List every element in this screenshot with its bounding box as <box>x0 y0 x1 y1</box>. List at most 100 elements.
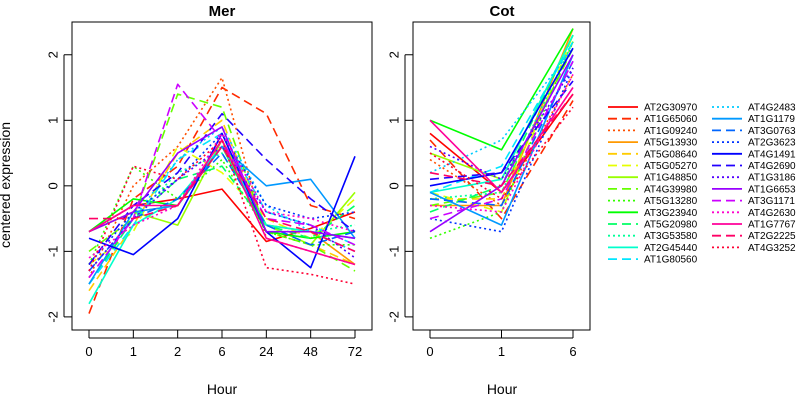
mer-series-at4g3252 <box>88 139 356 285</box>
cot-series-at2g2225 <box>429 93 574 187</box>
legend-item: AT1G65060 <box>608 114 698 125</box>
legend-item: AT4G3252 <box>712 243 796 254</box>
cot-y-tick-label: 2 <box>386 51 401 58</box>
legend-label: AT1G6653 <box>748 184 796 195</box>
mer-x-tick-label: 24 <box>259 344 273 359</box>
legend-label: AT1G48850 <box>644 173 698 184</box>
mer-series-at1g48850 <box>88 139 356 246</box>
legend-label: AT4G2690 <box>748 161 796 172</box>
legend-label: AT4G1491 <box>748 149 796 160</box>
cot-plot-area: 0 1 6 -2 -1 0 1 2 <box>386 21 591 359</box>
legend-label: AT5G08640 <box>644 149 698 160</box>
cot-series-at5g13280 <box>429 41 574 240</box>
legend-item: AT1G48850 <box>608 173 698 184</box>
legend-item: AT4G39980 <box>608 184 698 195</box>
cot-series-at1g80560 <box>429 41 574 194</box>
cot-series-at1g1179 <box>429 54 574 226</box>
legend-item: AT3G1171 <box>712 196 795 207</box>
mer-series-at1g7767 <box>88 139 356 266</box>
legend-item: AT2G3623 <box>712 138 796 149</box>
cot-y-tick-label: 0 <box>386 182 401 189</box>
legend-item: AT3G53580 <box>608 231 698 242</box>
cot-y-tick-label: -2 <box>386 311 401 323</box>
legend-label: AT4G39980 <box>644 184 698 195</box>
mer-series-at2g2225 <box>89 145 356 253</box>
mer-y-tick-label: -1 <box>45 246 60 258</box>
legend-label: AT3G23940 <box>644 208 698 219</box>
mer-y-tick-label: 2 <box>45 51 60 58</box>
cot-series-at1g65060 <box>429 100 574 220</box>
legend-label: AT3G53580 <box>644 231 698 242</box>
legend-label: AT1G3186 <box>748 173 796 184</box>
legend-item: AT2G2225 <box>712 231 796 242</box>
legend-label: AT5G20980 <box>644 220 698 231</box>
legend-item: AT4G2630 <box>712 208 796 219</box>
mer-x-tick-label: 48 <box>303 344 317 359</box>
mer-x-tick-label: 1 <box>130 344 137 359</box>
mer-plot-area: 0 1 2 6 24 48 72 -2 -1 0 1 2 <box>45 21 373 359</box>
legend-item: AT4G2483 <box>712 103 796 114</box>
legend-item: AT1G80560 <box>608 255 698 266</box>
legend-label: AT1G80560 <box>644 255 698 266</box>
mer-series-at5g05270 <box>88 145 356 266</box>
legend-item: AT1G3186 <box>712 173 796 184</box>
cot-x-tick-label: 0 <box>426 344 433 359</box>
cot-y-tick-label: -1 <box>386 246 401 258</box>
legend-item: AT1G09240 <box>608 126 698 137</box>
cot-series-at2g45440 <box>429 34 574 194</box>
mer-x-tick-label: 72 <box>348 344 362 359</box>
legend-item: AT3G0763 <box>712 126 796 137</box>
cot-series-at1g3186 <box>429 67 574 181</box>
legend-label: AT1G09240 <box>644 126 698 137</box>
cot-series-at4g2483 <box>429 47 574 174</box>
legend-label: AT4G2483 <box>748 103 796 114</box>
mer-x-tick-label: 6 <box>218 344 225 359</box>
legend-label: AT3G0763 <box>748 126 796 137</box>
mer-x-axis-label: Hour <box>207 381 238 397</box>
cot-series-at1g7767 <box>429 87 574 194</box>
cot-series-at3g23940 <box>429 28 574 151</box>
mer-panel-title: Mer <box>209 3 236 20</box>
mer-series-at5g20980 <box>88 165 356 285</box>
mer-panel: Mer 0 1 2 6 24 48 72 -2 -1 0 1 2 Hour <box>45 3 373 397</box>
legend-label: AT1G7767 <box>748 220 796 231</box>
cot-plot-frame <box>412 21 591 331</box>
legend-label: AT2G2225 <box>748 231 796 242</box>
legend-label: AT5G05270 <box>644 161 698 172</box>
legend-label: AT4G3252 <box>748 243 796 254</box>
legend-item: AT2G30970 <box>608 103 698 114</box>
mer-y-tick-label: -2 <box>45 311 60 323</box>
legend-item: AT3G23940 <box>608 208 698 219</box>
legend-item: AT4G2690 <box>712 161 796 172</box>
cot-x-tick-label: 6 <box>569 344 576 359</box>
cot-x-tick-label: 1 <box>498 344 505 359</box>
cot-y-tick-label: 1 <box>386 117 401 124</box>
mer-series-at4g2630 <box>88 132 356 259</box>
cot-series-at3g1171 <box>429 60 574 220</box>
legend: AT2G30970AT1G65060AT1G09240AT5G13930AT5G… <box>608 103 796 266</box>
mer-x-tick-label: 0 <box>85 344 92 359</box>
legend-label: AT1G65060 <box>644 114 698 125</box>
legend-label: AT5G13930 <box>644 138 698 149</box>
cot-x-axis-label: Hour <box>487 381 518 397</box>
legend-label: AT1G1179 <box>748 114 795 125</box>
legend-item: AT5G08640 <box>608 149 698 160</box>
legend-item: AT5G05270 <box>608 161 698 172</box>
legend-item: AT5G20980 <box>608 220 698 231</box>
legend-label: AT2G3623 <box>748 138 796 149</box>
legend-label: AT2G30970 <box>644 103 698 114</box>
legend-item: AT1G7767 <box>712 220 796 231</box>
mer-series-at4g1491 <box>88 132 356 269</box>
legend-item: AT1G1179 <box>712 114 795 125</box>
legend-label: AT5G13280 <box>644 196 698 207</box>
y-axis-label: centered expression <box>0 122 13 248</box>
cot-series-at4g2630 <box>429 74 574 213</box>
legend-label: AT3G1171 <box>748 196 795 207</box>
legend-item: AT2G45440 <box>608 243 698 254</box>
legend-item: AT4G1491 <box>712 149 796 160</box>
mer-series-at4g2483 <box>88 126 356 272</box>
mer-series-at5g13280 <box>88 158 355 265</box>
cot-series-at4g2690 <box>429 80 574 181</box>
cot-panel-title: Cot <box>490 3 515 20</box>
